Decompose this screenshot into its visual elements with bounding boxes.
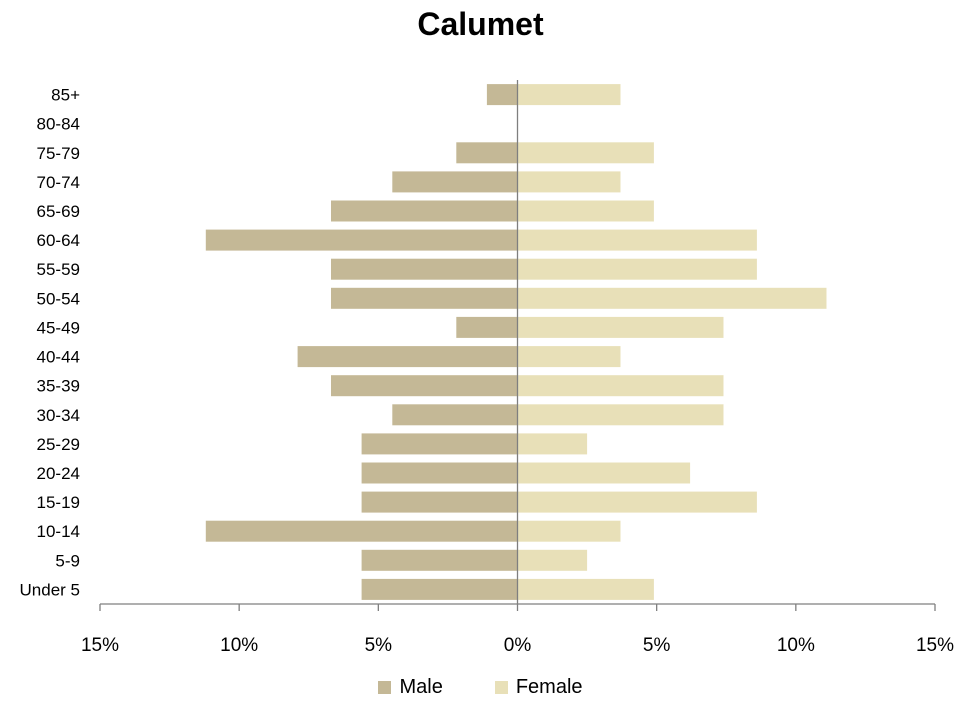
bar-female-10-14 <box>517 520 621 542</box>
category-label: 55-59 <box>37 260 80 279</box>
category-label: 65-69 <box>37 202 80 221</box>
category-label: 20-24 <box>37 464 80 483</box>
bar-male-25-29 <box>361 433 518 455</box>
legend-swatch-female <box>494 681 508 694</box>
category-label: 60-64 <box>37 231 80 250</box>
category-label: 30-34 <box>37 406 80 425</box>
legend: Male Female <box>0 676 961 699</box>
bar-male-85- <box>486 84 518 106</box>
bar-male-75-79 <box>456 142 518 164</box>
x-tick-label: 5% <box>365 635 393 656</box>
category-label: 10-14 <box>37 522 80 541</box>
bar-female-5-9 <box>517 549 588 571</box>
bar-female-65-69 <box>517 200 654 222</box>
bar-male-45-49 <box>456 316 518 338</box>
bar-male-60-64 <box>205 229 518 251</box>
bar-male-35-39 <box>331 375 518 397</box>
bar-female-40-44 <box>517 346 621 368</box>
bar-male-under-5 <box>361 578 518 600</box>
bar-male-20-24 <box>361 462 518 484</box>
bar-female-15-19 <box>517 491 757 513</box>
bar-male-55-59 <box>331 258 518 280</box>
category-label: 70-74 <box>37 173 80 192</box>
bar-female-50-54 <box>517 287 827 309</box>
x-tick-label: 0% <box>504 635 532 656</box>
category-label: 75-79 <box>37 144 80 163</box>
bar-male-5-9 <box>361 549 518 571</box>
x-tick-label: 10% <box>777 635 815 656</box>
bar-female-25-29 <box>517 433 588 455</box>
bar-female-35-39 <box>517 375 724 397</box>
category-label: 85+ <box>51 86 80 105</box>
legend-label-male: Male <box>399 676 443 698</box>
bar-female-20-24 <box>517 462 691 484</box>
category-label: 35-39 <box>37 377 80 396</box>
chart-title: Calumet <box>417 6 544 42</box>
category-label: 5-9 <box>55 551 80 570</box>
bar-female-70-74 <box>517 171 621 193</box>
category-label: 80-84 <box>37 115 80 134</box>
legend-label-female: Female <box>515 676 583 698</box>
x-tick-label: 15% <box>916 635 954 656</box>
category-label: 50-54 <box>37 289 80 308</box>
bar-male-30-34 <box>392 404 518 426</box>
bar-female-30-34 <box>517 404 724 426</box>
category-label: 15-19 <box>37 493 80 512</box>
bar-male-50-54 <box>331 287 518 309</box>
legend-item-female: Female <box>494 676 583 699</box>
bar-male-70-74 <box>392 171 518 193</box>
bar-female-60-64 <box>517 229 757 251</box>
category-label: Under 5 <box>20 580 80 599</box>
bar-male-40-44 <box>297 346 518 368</box>
legend-swatch-male <box>378 681 392 694</box>
bar-male-10-14 <box>205 520 518 542</box>
category-label: 25-29 <box>37 435 80 454</box>
bar-female-75-79 <box>517 142 654 164</box>
legend-item-male: Male <box>378 676 443 699</box>
category-label: 45-49 <box>37 318 80 337</box>
bar-female-55-59 <box>517 258 757 280</box>
category-label: 40-44 <box>37 348 80 367</box>
bar-male-15-19 <box>361 491 518 513</box>
bar-female-85- <box>517 84 621 106</box>
bar-male-65-69 <box>331 200 518 222</box>
bar-female-under-5 <box>517 578 654 600</box>
bar-female-45-49 <box>517 316 724 338</box>
x-tick-label: 15% <box>81 635 119 656</box>
x-tick-label: 10% <box>220 635 258 656</box>
x-tick-label: 5% <box>643 635 671 656</box>
